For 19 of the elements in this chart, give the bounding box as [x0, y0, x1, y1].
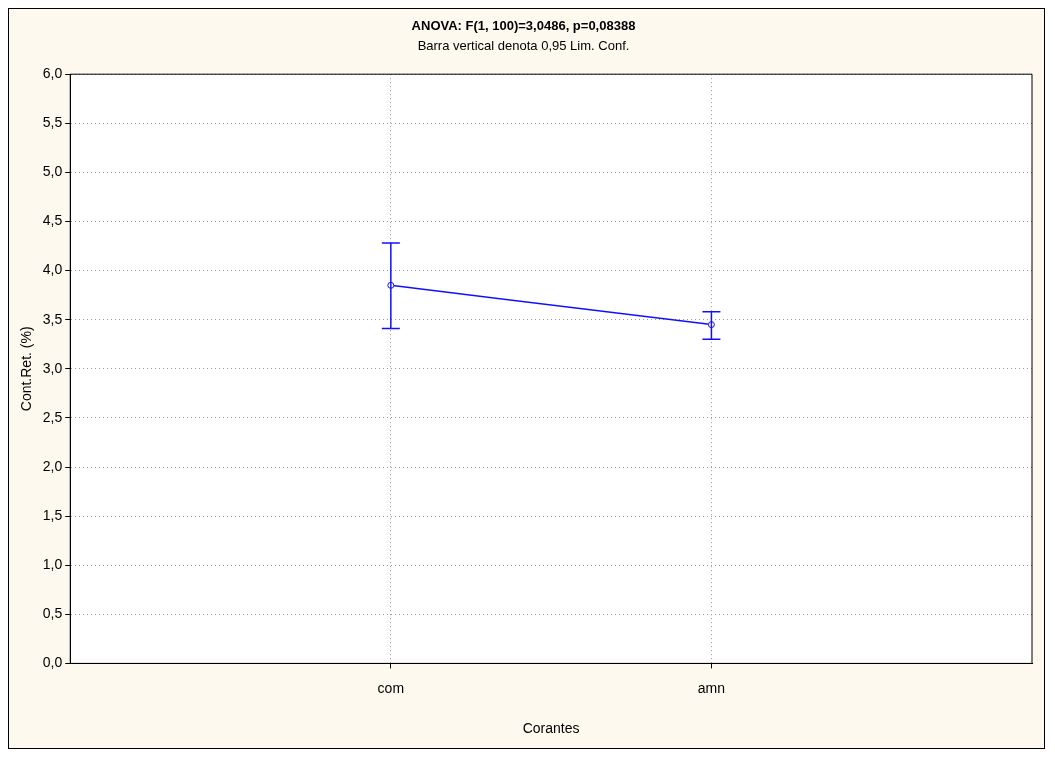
- y-axis-title: Cont.Ret. (%): [18, 326, 35, 412]
- chart-subtitle: Barra vertical denota 0,95 Lim. Conf.: [417, 37, 630, 53]
- y-tick-label: 6,0: [42, 65, 63, 82]
- x-tick-label: amn: [697, 679, 726, 696]
- y-tick-label: 5,0: [42, 163, 63, 180]
- y-tick-label: 3,5: [42, 310, 63, 327]
- x-axis-title: Corantes: [522, 720, 580, 737]
- x-tick-label: com: [377, 679, 405, 696]
- y-tick-label: 3,0: [42, 359, 63, 376]
- y-tick-label: 1,5: [42, 506, 63, 523]
- y-tick-label: 4,5: [42, 212, 63, 229]
- y-tick-label: 0,5: [42, 605, 63, 622]
- y-tick-label: 2,5: [42, 408, 63, 425]
- chart-title: ANOVA: F(1, 100)=3,0486, p=0,08388: [411, 18, 636, 34]
- y-tick-label: 4,0: [42, 261, 63, 278]
- y-tick-label: 1,0: [42, 556, 63, 573]
- y-tick-label: 0,0: [42, 654, 63, 671]
- y-tick-label: 5,5: [42, 114, 63, 131]
- y-tick-label: 2,0: [42, 457, 63, 474]
